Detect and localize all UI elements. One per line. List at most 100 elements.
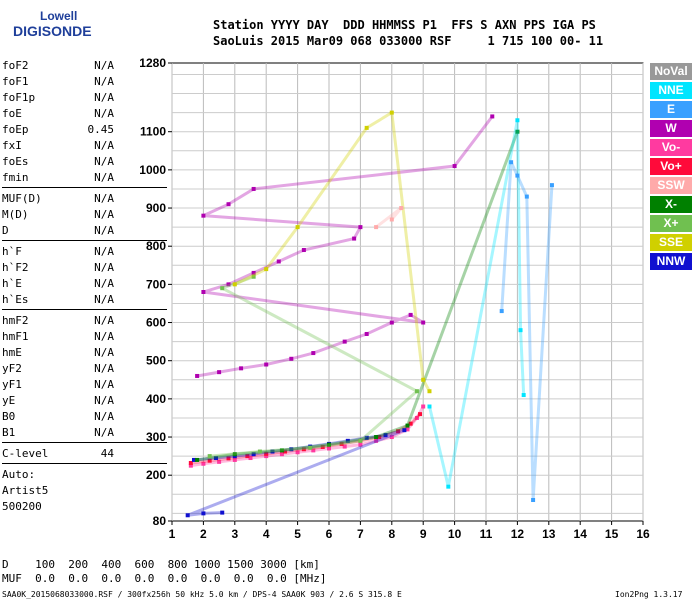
x-tick-label: 6 xyxy=(326,527,333,541)
param-hes: h`Es N/A xyxy=(2,292,114,308)
param-value: N/A xyxy=(94,192,114,205)
trace-point-voplus xyxy=(245,454,250,459)
trace-point-ssw xyxy=(389,217,394,222)
trace-point-vominus xyxy=(188,463,193,468)
x-tick-label: 4 xyxy=(263,527,270,541)
param-value: N/A xyxy=(94,171,114,184)
legend-item-vominus: Vo- xyxy=(650,139,692,156)
trace-point-vominus xyxy=(389,435,394,440)
trace-point-voplus xyxy=(188,460,193,465)
trace-point-xplus xyxy=(358,438,363,443)
trace-point-xplus xyxy=(207,454,212,459)
footer-version: Ion2Png 1.3.17 xyxy=(615,590,683,599)
param-value: N/A xyxy=(94,208,114,221)
trace-point-w xyxy=(342,339,347,344)
param-label: yF2 xyxy=(2,362,22,375)
trace-line-xplus xyxy=(209,275,420,458)
param-label: M(D) xyxy=(2,208,29,221)
trace-point-vominus xyxy=(201,461,206,466)
trace-point-vominus xyxy=(311,448,316,453)
param-value: N/A xyxy=(94,378,114,391)
y-tick-label: 800 xyxy=(146,239,166,253)
param-label: MUF(D) xyxy=(2,192,42,205)
trace-point-voplus xyxy=(377,435,382,440)
trace-point-w xyxy=(490,114,495,119)
param-value: N/A xyxy=(94,245,114,258)
param-value: N/A xyxy=(94,155,114,168)
trace-point-xplus xyxy=(220,286,225,291)
trace-point-voplus xyxy=(283,449,288,454)
param-label: yE xyxy=(2,394,16,407)
x-tick-label: 8 xyxy=(388,527,395,541)
param-value: N/A xyxy=(94,314,114,327)
x-tick-label: 7 xyxy=(357,527,364,541)
trace-point-vominus xyxy=(342,444,347,449)
separator xyxy=(2,187,167,188)
logo-digisonde: DIGISONDE xyxy=(13,23,92,39)
trace-point-sse xyxy=(232,282,237,287)
trace-point-vominus xyxy=(421,404,426,409)
y-tick-label: 1280 xyxy=(139,56,166,70)
trace-point-w xyxy=(251,270,256,275)
artist-code: 500200 xyxy=(2,500,42,513)
trace-point-w xyxy=(389,320,394,325)
trace-point-nne xyxy=(446,484,451,489)
param-value: N/A xyxy=(94,330,114,343)
trace-point-w xyxy=(226,282,231,287)
param-value: N/A xyxy=(94,107,114,120)
param-value: N/A xyxy=(94,410,114,423)
param-label: h`F xyxy=(2,245,22,258)
param-ye: yE N/A xyxy=(2,393,114,409)
trace-point-vominus xyxy=(327,446,331,451)
param-d: D N/A xyxy=(2,223,114,239)
trace-point-voplus xyxy=(207,458,212,463)
trace-point-w xyxy=(301,248,306,253)
param-hmf2: hmF2 N/A xyxy=(2,313,114,329)
trace-point-xminus xyxy=(327,442,331,447)
trace-point-e xyxy=(515,173,520,178)
trace-point-xplus xyxy=(251,274,256,279)
y-tick-label: 700 xyxy=(146,277,166,291)
trace-point-sse xyxy=(364,125,369,130)
param-label: yF1 xyxy=(2,378,22,391)
param-foes: foEs N/A xyxy=(2,154,114,170)
trace-point-sse xyxy=(389,110,394,115)
trace-point-vominus xyxy=(264,454,269,459)
trace-point-sse xyxy=(295,225,300,230)
y-tick-label: 300 xyxy=(146,430,166,444)
param-value: N/A xyxy=(94,277,114,290)
x-tick-label: 10 xyxy=(448,527,462,541)
trace-point-nnw xyxy=(213,456,218,461)
trace-line-voplus xyxy=(190,413,422,465)
x-tick-label: 11 xyxy=(480,527,493,541)
separator xyxy=(2,463,167,464)
x-tick-label: 2 xyxy=(200,527,207,541)
trace-point-w xyxy=(358,225,363,230)
param-value: N/A xyxy=(94,75,114,88)
legend-item-xminus: X- xyxy=(650,196,692,213)
trace-point-xplus xyxy=(414,389,419,394)
trace-point-e xyxy=(524,194,529,199)
x-tick-label: 15 xyxy=(605,527,619,541)
legend-item-voplus: Vo+ xyxy=(650,158,692,175)
param-value: N/A xyxy=(94,426,114,439)
trace-point-ssw xyxy=(399,206,404,211)
trace-point-xminus xyxy=(232,452,237,457)
trace-line-sse xyxy=(234,110,431,392)
trace-point-voplus xyxy=(408,421,413,426)
param-value: N/A xyxy=(94,59,114,72)
trace-point-nne xyxy=(427,404,432,409)
trace-point-xplus xyxy=(308,445,313,450)
param-value: N/A xyxy=(94,139,114,152)
trace-point-vominus xyxy=(232,457,237,462)
trace-point-nne xyxy=(521,393,526,398)
trace-point-voplus xyxy=(339,441,344,446)
param-value: N/A xyxy=(94,224,114,237)
trace-point-w xyxy=(364,331,369,336)
separator xyxy=(2,442,167,443)
param-yf1: yF1 N/A xyxy=(2,377,114,393)
trace-point-xplus xyxy=(257,449,262,454)
trace-line-ssw xyxy=(375,206,403,229)
trace-point-w xyxy=(201,290,206,294)
param-label: foF1p xyxy=(2,91,36,104)
